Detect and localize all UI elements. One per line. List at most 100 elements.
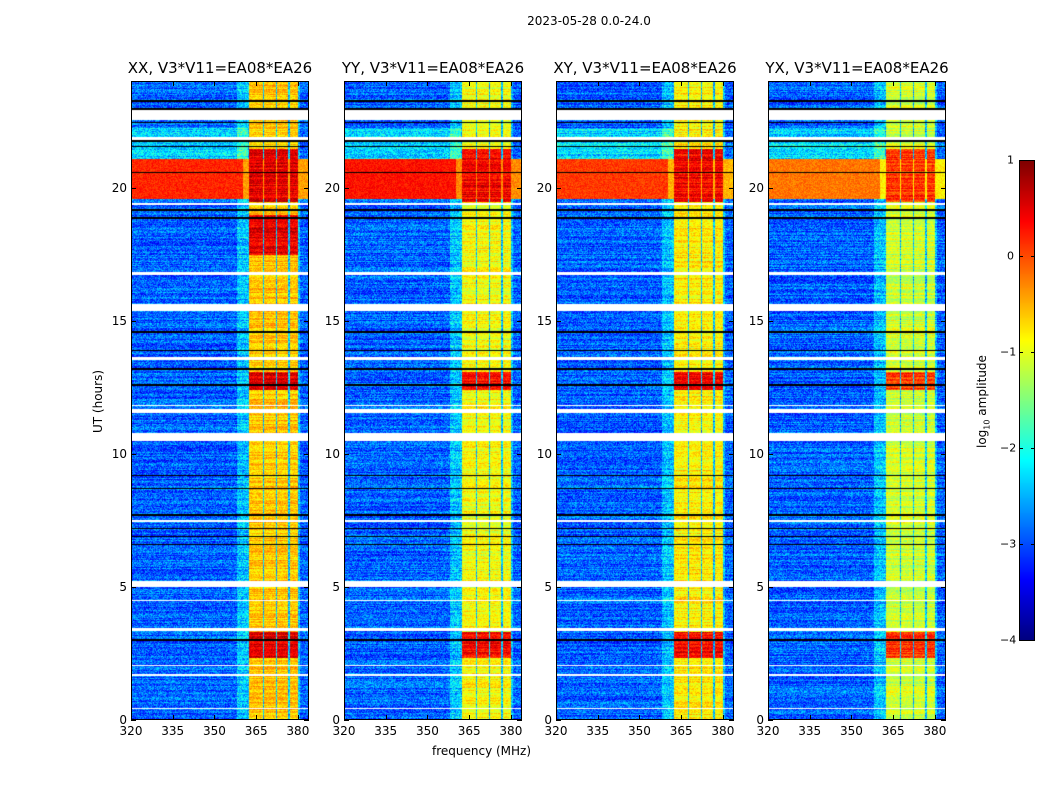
- y-tick-label: 0: [544, 713, 552, 727]
- colorbar-tick-mark: [1019, 448, 1023, 449]
- x-tick-label: 365: [244, 724, 268, 738]
- colorbar-tick-label: −2: [1000, 441, 1017, 455]
- y-tick-label: 5: [332, 579, 340, 594]
- colorbar-tick-mark: [1019, 160, 1023, 161]
- colorbar-label-rest: amplitude: [975, 355, 989, 420]
- y-tick-mark: [304, 586, 309, 588]
- y-tick-mark: [517, 720, 522, 721]
- x-tick-mark: [469, 81, 471, 86]
- y-tick-label: 5: [544, 579, 552, 594]
- y-tick-label: 0: [332, 713, 340, 727]
- y-tick-mark: [729, 320, 734, 322]
- x-tick-label: 350: [839, 724, 863, 738]
- y-tick-mark: [517, 453, 522, 455]
- x-tick-mark: [510, 81, 512, 86]
- y-tick-mark: [556, 187, 561, 189]
- y-tick-label: 20: [748, 180, 764, 195]
- colorbar-tick-label: −3: [1000, 537, 1017, 551]
- x-tick-label: 335: [798, 724, 822, 738]
- colorbar-label-main: log: [975, 429, 989, 448]
- colorbar-tick-label: 0: [1007, 249, 1014, 263]
- x-tick-mark: [131, 715, 132, 720]
- colorbar-tick-mark: [1031, 352, 1035, 353]
- x-tick-mark: [427, 81, 429, 86]
- x-tick-mark: [851, 81, 853, 86]
- x-tick-mark: [297, 715, 299, 720]
- colorbar-tick-mark: [1031, 448, 1035, 449]
- x-tick-mark: [809, 715, 811, 720]
- y-tick-mark: [729, 720, 734, 721]
- x-tick-label: 335: [374, 724, 398, 738]
- x-tick-mark: [681, 81, 683, 86]
- x-tick-mark: [934, 81, 936, 86]
- x-tick-label: 335: [586, 724, 610, 738]
- x-tick-label: 380: [286, 724, 310, 738]
- x-tick-mark: [722, 81, 724, 86]
- y-tick-mark: [768, 187, 773, 189]
- y-tick-mark: [344, 586, 349, 588]
- x-tick-label: 320: [756, 724, 780, 738]
- x-tick-label: 380: [711, 724, 735, 738]
- x-tick-mark: [597, 715, 599, 720]
- x-tick-mark: [893, 715, 895, 720]
- colorbar-tick-label: −1: [1000, 345, 1017, 359]
- x-tick-label: 380: [923, 724, 947, 738]
- x-tick-mark: [556, 715, 557, 720]
- x-axis-label: frequency (MHz): [432, 744, 532, 758]
- y-tick-mark: [131, 320, 136, 322]
- panel-title: XY, V3*V11=EA08*EA26: [553, 59, 737, 77]
- y-tick-mark: [304, 453, 309, 455]
- y-tick-label: 10: [324, 446, 340, 461]
- x-tick-mark: [597, 81, 599, 86]
- heatmap-panel: [344, 81, 522, 720]
- colorbar-tick-mark: [1019, 256, 1023, 257]
- x-tick-label: 320: [119, 724, 143, 738]
- colorbar-tick-mark: [1019, 352, 1023, 353]
- panel-title: YX, V3*V11=EA08*EA26: [765, 59, 949, 77]
- y-tick-label: 20: [324, 180, 340, 195]
- x-tick-mark: [172, 715, 174, 720]
- x-tick-mark: [722, 715, 724, 720]
- y-tick-mark: [131, 187, 136, 189]
- heatmap-image: [557, 82, 733, 719]
- y-tick-mark: [344, 720, 349, 721]
- figure-title: 2023-05-28 0.0-24.0: [527, 14, 651, 28]
- y-tick-mark: [768, 320, 773, 322]
- colorbar: [1019, 160, 1035, 641]
- y-tick-mark: [304, 320, 309, 322]
- y-tick-mark: [729, 586, 734, 588]
- x-tick-mark: [214, 81, 216, 86]
- y-tick-mark: [344, 320, 349, 322]
- y-tick-label: 15: [111, 313, 127, 328]
- x-tick-label: 350: [415, 724, 439, 738]
- x-tick-mark: [934, 715, 936, 720]
- x-tick-label: 350: [627, 724, 651, 738]
- y-tick-mark: [729, 187, 734, 189]
- x-tick-mark: [768, 81, 769, 86]
- colorbar-tick-label: −4: [1000, 633, 1017, 647]
- x-tick-mark: [851, 715, 853, 720]
- x-tick-mark: [256, 715, 258, 720]
- x-tick-label: 365: [669, 724, 693, 738]
- y-tick-mark: [304, 720, 309, 721]
- y-tick-label: 0: [756, 713, 764, 727]
- y-tick-mark: [556, 453, 561, 455]
- x-tick-label: 380: [499, 724, 523, 738]
- x-tick-mark: [556, 81, 557, 86]
- x-tick-label: 350: [202, 724, 226, 738]
- x-tick-label: 320: [332, 724, 356, 738]
- y-tick-label: 0: [119, 713, 127, 727]
- x-tick-mark: [510, 715, 512, 720]
- y-tick-mark: [131, 453, 136, 455]
- y-tick-mark: [729, 453, 734, 455]
- y-tick-label: 15: [748, 313, 764, 328]
- y-tick-label: 5: [119, 579, 127, 594]
- x-tick-label: 365: [457, 724, 481, 738]
- y-tick-mark: [517, 187, 522, 189]
- x-tick-mark: [681, 715, 683, 720]
- heatmap-image: [345, 82, 521, 719]
- y-tick-label: 15: [324, 313, 340, 328]
- x-tick-mark: [639, 81, 641, 86]
- y-tick-mark: [131, 720, 136, 721]
